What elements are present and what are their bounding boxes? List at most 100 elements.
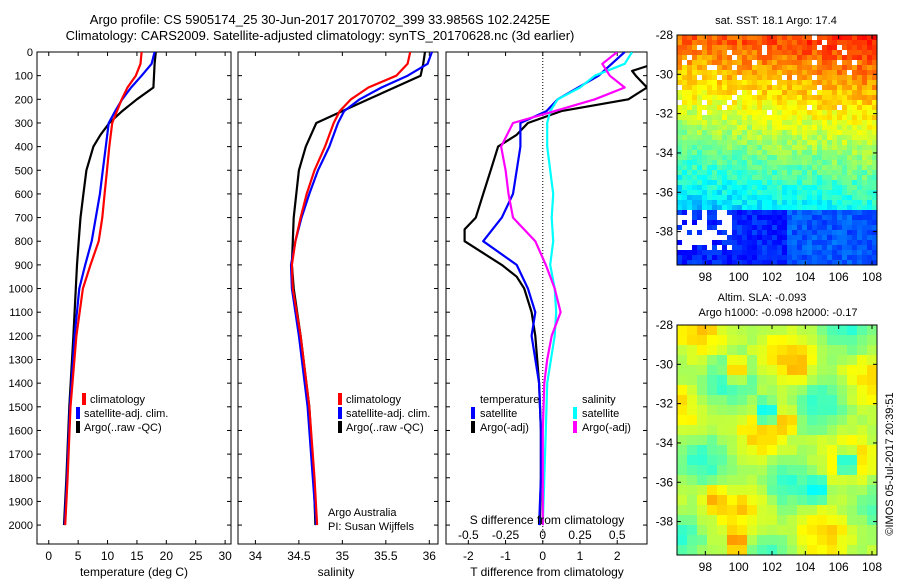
map-cell <box>777 100 783 106</box>
map-cell <box>812 225 818 231</box>
map-cell <box>767 435 778 446</box>
map-cell <box>792 80 798 86</box>
map-cell <box>747 125 753 131</box>
map-cell <box>787 365 798 376</box>
map-cell <box>737 105 743 111</box>
map-cell <box>832 150 838 156</box>
map-cell <box>807 255 813 261</box>
map-cell <box>737 240 743 246</box>
map-cell <box>747 120 753 126</box>
map-cell <box>687 115 693 121</box>
difference-legend: temperature salinity satellite Argo(-adj… <box>471 394 631 434</box>
map-cell <box>772 125 778 131</box>
map-cell <box>797 160 803 166</box>
map-cell <box>787 260 793 266</box>
map-cell <box>827 545 838 556</box>
map-cell <box>742 80 748 86</box>
map-cell <box>787 50 793 56</box>
map-cell <box>827 85 833 91</box>
map-cell <box>727 220 733 226</box>
map-cell <box>872 130 878 136</box>
y-tick-label: 300 <box>15 118 33 130</box>
map-cell <box>782 160 788 166</box>
map-cell <box>712 230 718 236</box>
map-cell <box>797 85 803 91</box>
map-cell <box>777 65 783 71</box>
map-cell <box>867 325 878 336</box>
map-cell <box>792 225 798 231</box>
map-cell <box>817 115 823 121</box>
map-cell <box>857 240 863 246</box>
map-cell <box>742 165 748 171</box>
map-cell <box>677 485 688 496</box>
map-cell <box>752 235 758 241</box>
map-cell <box>772 120 778 126</box>
map-cell <box>757 150 763 156</box>
map-cell <box>682 45 688 51</box>
map-cell <box>727 90 733 96</box>
map-cell <box>707 465 718 476</box>
map-cell <box>852 150 858 156</box>
map-cell <box>717 225 723 231</box>
map-cell <box>737 405 748 416</box>
map-cell <box>722 115 728 121</box>
map-cell <box>707 215 713 221</box>
map-cell <box>832 160 838 166</box>
map-cell <box>862 55 868 61</box>
map-cell <box>747 325 758 336</box>
map-cell <box>812 105 818 111</box>
map-cell <box>812 75 818 81</box>
map-cell <box>867 365 878 376</box>
map-cell <box>752 95 758 101</box>
map-cell <box>772 85 778 91</box>
map-cell <box>757 145 763 151</box>
map-cell <box>727 415 738 426</box>
map-cell <box>792 235 798 241</box>
map-cell <box>682 125 688 131</box>
map-cell <box>797 355 808 366</box>
map-cell <box>787 135 793 141</box>
map-cell <box>847 110 853 116</box>
map-cell <box>682 195 688 201</box>
map-cell <box>782 240 788 246</box>
map-cell <box>787 80 793 86</box>
map-cell <box>807 250 813 256</box>
map-cell <box>782 185 788 191</box>
map-cell <box>787 75 793 81</box>
map-cell <box>687 200 693 206</box>
map-cell <box>837 70 843 76</box>
map-cell <box>732 110 738 116</box>
map-cell <box>837 210 843 216</box>
map-cell <box>757 475 768 486</box>
map-cell <box>817 125 823 131</box>
map-cell <box>677 85 683 91</box>
map-cell <box>857 385 868 396</box>
map-cell <box>712 95 718 101</box>
legend-swatch-s-satellite <box>573 407 577 419</box>
map-cell <box>687 525 698 536</box>
map-cell <box>732 165 738 171</box>
map-cell <box>832 95 838 101</box>
map-cell <box>857 80 863 86</box>
map-cell <box>767 155 773 161</box>
map-cell <box>862 75 868 81</box>
map-cell <box>857 355 868 366</box>
map-cell <box>837 120 843 126</box>
map-cell <box>697 45 703 51</box>
map-cell <box>752 35 758 41</box>
map-cell <box>677 35 683 41</box>
map-cell <box>802 135 808 141</box>
map-cell <box>747 255 753 261</box>
map-cell <box>762 35 768 41</box>
map-cell <box>767 365 778 376</box>
map-cell <box>717 95 723 101</box>
map-cell <box>702 170 708 176</box>
map-cell <box>697 185 703 191</box>
map-cell <box>827 425 838 436</box>
map-cell <box>757 365 768 376</box>
map-cell <box>842 75 848 81</box>
map-cell <box>722 190 728 196</box>
map-cell <box>852 235 858 241</box>
map-cell <box>827 375 838 386</box>
map-cell <box>687 405 698 416</box>
